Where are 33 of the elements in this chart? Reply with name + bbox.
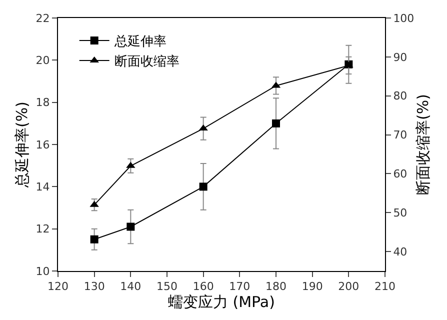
y2-tick-label: 90 [393, 50, 408, 64]
point [272, 119, 280, 128]
point [126, 222, 135, 231]
x-tick-label: 130 [84, 280, 105, 294]
y2-tick-label: 80 [393, 90, 408, 103]
y2-tick-label: 50 [393, 206, 408, 220]
x-tick-label: 170 [229, 280, 250, 294]
x-tick-label: 150 [156, 280, 178, 294]
legend-label: 断面收缩率 [114, 54, 180, 70]
y2-tick-label: 40 [393, 245, 408, 258]
x-tick-label: 160 [192, 280, 214, 294]
y-tick-label: 16 [36, 138, 50, 152]
point [90, 235, 98, 244]
x-tick-label: 190 [302, 280, 323, 294]
y-tick-label: 18 [36, 96, 50, 110]
y2-tick-label: 70 [393, 128, 408, 142]
y-tick-label: 10 [36, 264, 50, 278]
x-tick-label: 200 [338, 280, 360, 294]
y2-tick-label: 100 [393, 12, 414, 25]
x-tick-label: 210 [374, 280, 396, 294]
y-tick-label: 12 [36, 222, 50, 236]
x-tick-label: 120 [48, 280, 68, 294]
y-tick-label: 14 [36, 180, 50, 194]
x-axis-title: 蠕变应力 (MPa) [168, 293, 275, 312]
x-tick-label: 180 [266, 280, 286, 294]
y-tick-label: 20 [36, 54, 50, 68]
legend-label: 总延伸率 [113, 34, 166, 50]
point [199, 182, 208, 191]
y-tick-label: 22 [36, 12, 50, 25]
x-tick-label: 140 [120, 280, 142, 294]
y-axis-title: 总延伸率(%) [13, 102, 32, 188]
y2-axis-title: 断面收缩率(%) [414, 94, 432, 195]
y2-tick-label: 60 [393, 168, 408, 181]
